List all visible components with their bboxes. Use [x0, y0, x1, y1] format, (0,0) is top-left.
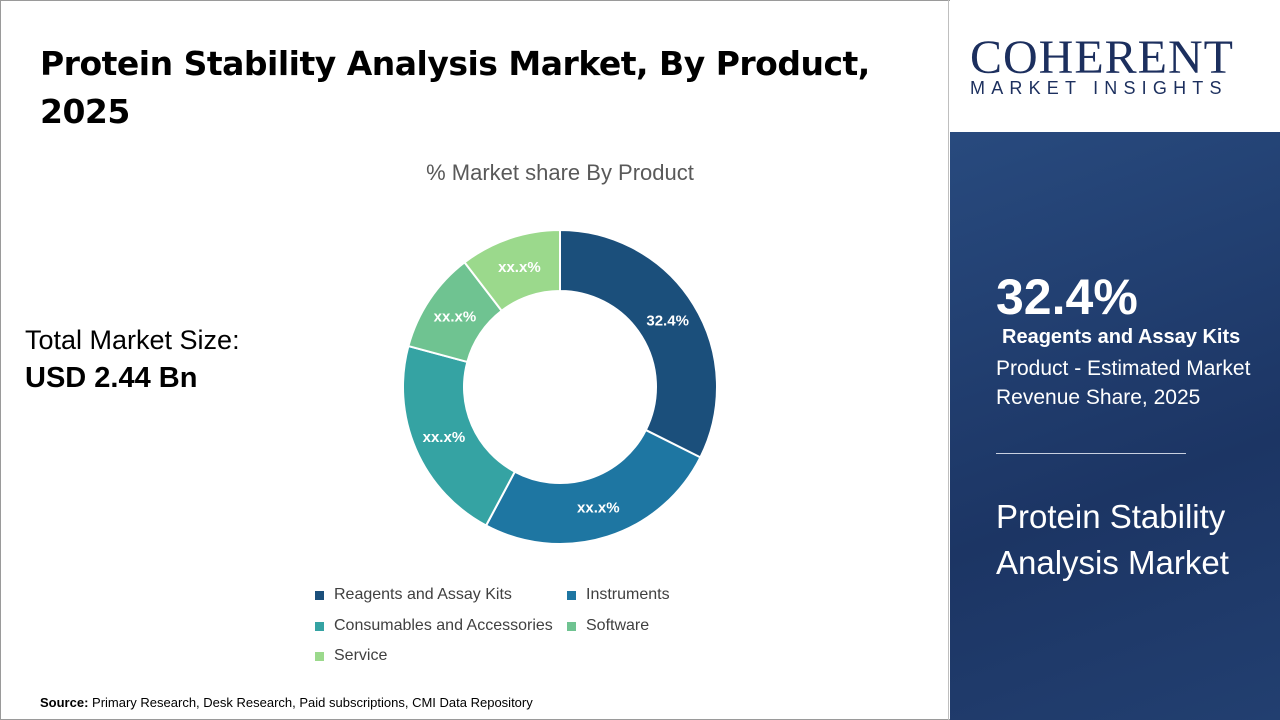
logo-tagline: MARKET INSIGHTS	[970, 78, 1228, 98]
legend-item: Service	[315, 647, 387, 665]
donut-slice	[402, 344, 517, 527]
donut-slice	[559, 228, 718, 459]
legend-item: Consumables and Accessories	[315, 617, 553, 635]
data-label: xx.x%	[577, 500, 620, 517]
legend-item: Reagents and Assay Kits	[315, 586, 512, 604]
legend-label: Instruments	[586, 586, 670, 603]
data-label: xx.x%	[434, 309, 477, 326]
legend-label: Software	[586, 617, 650, 634]
page-title: Protein Stability Analysis Market, By Pr…	[40, 44, 870, 131]
legend-swatch	[567, 590, 576, 600]
legend-label: Consumables and Accessories	[334, 617, 553, 634]
divider	[948, 0, 949, 720]
data-label: 32.4%	[646, 313, 689, 330]
donut-slice	[463, 228, 561, 313]
legend-item: Instruments	[567, 586, 670, 604]
legend-swatch	[315, 651, 324, 661]
legend-swatch	[315, 621, 324, 631]
market-name: Protein Stability Analysis Market	[996, 498, 1229, 581]
legend-swatch	[315, 590, 324, 600]
highlight-value: 32.4%	[996, 269, 1138, 325]
legend-swatch	[567, 621, 576, 631]
logo: COHERENT MARKET INSIGHTS	[950, 0, 1280, 132]
total-market-value: USD 2.44 Bn	[25, 362, 198, 394]
data-label: xx.x%	[498, 259, 541, 276]
source-note: Source: Primary Research, Desk Research,…	[40, 695, 533, 710]
highlight-description: Product - Estimated Market Revenue Share…	[996, 357, 1251, 409]
donut-chart: 32.4% xx.x% xx.x% xx.x% xx.x%	[402, 228, 718, 545]
highlight-segment: Reagents and Assay Kits	[1002, 326, 1241, 348]
source-label: Source:	[40, 695, 89, 710]
legend-item: Software	[567, 617, 649, 635]
logo-name: COHERENT	[970, 31, 1234, 84]
donut-slice	[484, 428, 702, 545]
source-text: Primary Research, Desk Research, Paid su…	[92, 695, 533, 710]
highlight-panel: 32.4% Reagents and Assay Kits Product - …	[950, 132, 1280, 720]
total-market-label: Total Market Size:	[25, 325, 240, 355]
panel-divider	[996, 453, 1186, 454]
data-label: xx.x%	[423, 429, 466, 446]
legend-label: Service	[334, 647, 388, 664]
chart-title: % Market share By Product	[426, 160, 694, 185]
legend-label: Reagents and Assay Kits	[334, 586, 512, 603]
